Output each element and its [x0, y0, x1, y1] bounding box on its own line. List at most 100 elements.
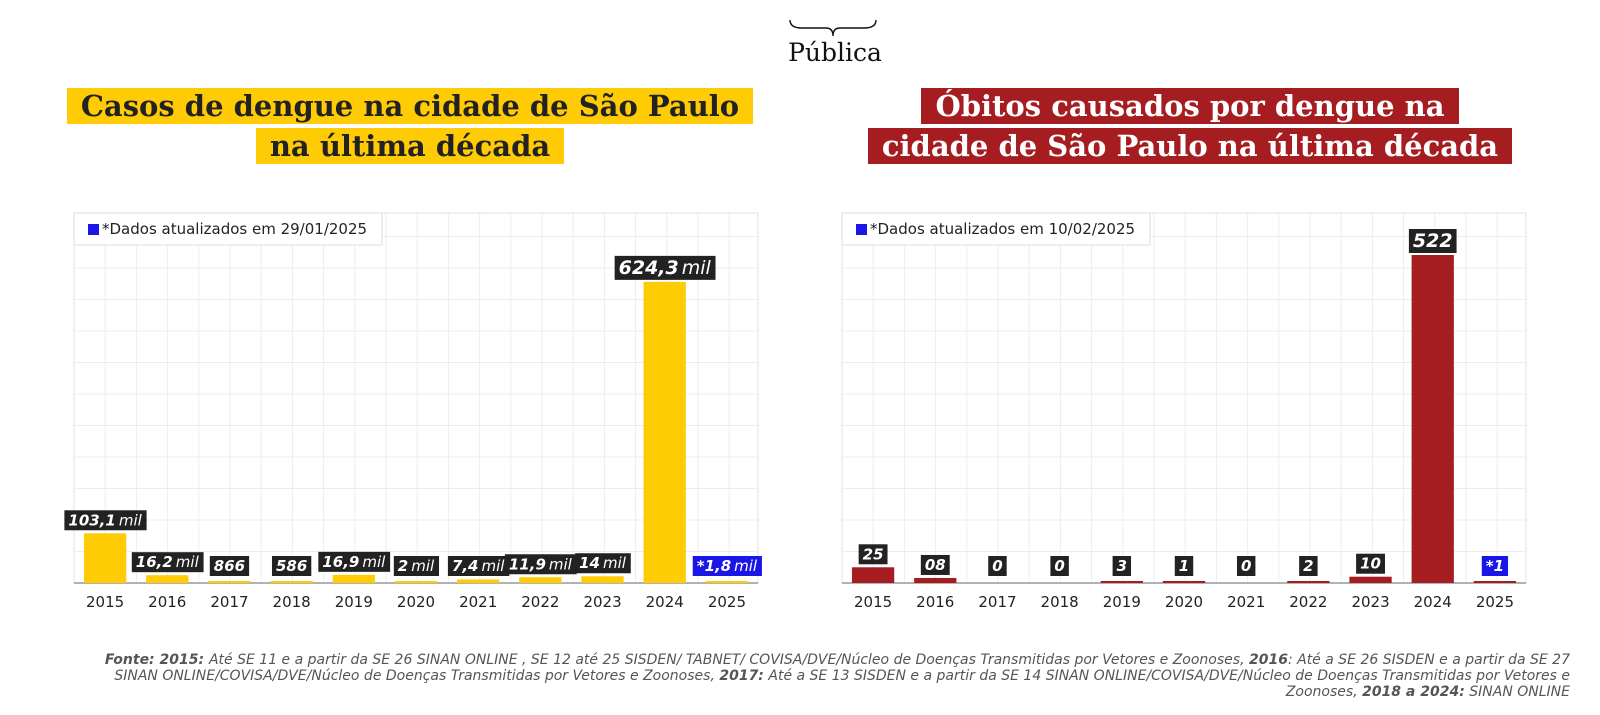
footnote-bold-segment: 2016 — [1248, 652, 1288, 668]
footnote-segment: : Até a SE 26 SISDEN e a partir da SE 27… — [114, 652, 1570, 684]
data-label-value: 25 — [863, 545, 884, 563]
x-tick-label: 2022 — [1289, 593, 1327, 611]
bar — [457, 579, 500, 583]
data-label-text: 2 mil — [398, 557, 435, 575]
cases-bar-chart: *Dados atualizados em 29/01/2025 2015 103,… — [64, 212, 762, 611]
bar — [332, 574, 375, 583]
data-label-bg — [1050, 556, 1069, 576]
chart-title-deaths-line: cidade de São Paulo na última década — [867, 128, 1513, 164]
data-label: 586 — [271, 556, 312, 576]
data-label: 08 — [920, 554, 950, 575]
legend-note: *Dados atualizados em 29/01/2025 — [102, 220, 367, 238]
legend-swatch-icon — [856, 224, 867, 235]
footnote-bold-segment: 2017: — [719, 668, 764, 684]
legend-box — [841, 212, 1151, 246]
data-label-bg — [504, 554, 577, 575]
footnote-bold-segment: 2018 a 2024: — [1362, 684, 1465, 700]
deaths-bar-chart: *Dados atualizados em 10/02/202520152520… — [841, 212, 1527, 611]
data-label-bg — [64, 510, 147, 531]
data-label-unit: mil — [411, 557, 435, 575]
data-label: 16,9 mil — [318, 551, 391, 572]
data-label-value: 10 — [1360, 555, 1381, 573]
x-tick-label: 2024 — [646, 593, 684, 611]
legend: *Dados atualizados em 10/02/2025 — [841, 212, 1151, 246]
data-label-unit: mil — [549, 555, 573, 573]
data-label-bg — [393, 556, 440, 576]
data-label-unit: mil — [176, 553, 200, 571]
x-tick-label: 2018 — [1041, 593, 1079, 611]
data-label-bg — [575, 553, 631, 574]
bar — [1287, 581, 1330, 583]
data-label-value: 11,9 — [509, 555, 546, 573]
data-label: 0 — [988, 556, 1007, 576]
logo-text: Pública — [788, 38, 882, 67]
chart-title-deaths: Óbitos causados por dengue na cidade de … — [830, 86, 1550, 166]
data-label-value: *1 — [1486, 557, 1504, 575]
footnote-segment: SINAN ONLINE — [1464, 684, 1570, 700]
bar — [83, 533, 127, 583]
bar — [394, 581, 438, 583]
data-label-text: 866 — [214, 557, 245, 575]
data-label-bg — [1236, 556, 1256, 576]
bar — [1100, 581, 1143, 583]
legend-box — [73, 212, 383, 246]
data-label-bg — [614, 255, 716, 280]
bar — [270, 581, 313, 583]
data-label-value: 16,2 — [136, 553, 173, 571]
data-label-bg — [692, 556, 762, 576]
data-label-text: *1,8 mil — [697, 557, 758, 575]
data-label: 3 — [1112, 556, 1132, 576]
data-label: *1,8 mil — [692, 556, 762, 576]
data-label: 2 mil — [393, 556, 440, 576]
bar — [851, 567, 895, 583]
x-tick-label: 2023 — [1351, 593, 1389, 611]
bar — [1411, 255, 1454, 583]
data-label-text: 7,4 mil — [452, 557, 505, 575]
data-label-bg — [1174, 556, 1194, 576]
data-label: 522 — [1408, 229, 1457, 253]
data-label-value: 586 — [276, 557, 307, 575]
data-label-bg — [271, 556, 312, 576]
footnote-segment: Até a SE 13 SISDEN e a partir da SE 14 S… — [763, 668, 1570, 700]
logo-brace-icon — [789, 19, 877, 37]
data-label-text: 08 — [925, 556, 946, 574]
data-label-value: 522 — [1413, 230, 1453, 252]
x-tick-label: 2015 — [854, 593, 892, 611]
data-label-value: 7,4 — [452, 557, 479, 575]
bar — [1473, 581, 1517, 583]
data-label-text: *1 — [1486, 557, 1504, 575]
data-label-value: 16,9 — [322, 553, 359, 571]
bar — [581, 576, 624, 583]
data-label-bg — [1481, 556, 1509, 576]
data-label-text: 3 — [1117, 557, 1127, 575]
x-tick-label: 2021 — [1227, 593, 1265, 611]
bar — [519, 577, 562, 583]
data-label-value: 624,3 — [619, 257, 679, 279]
x-tick-label: 2018 — [273, 593, 311, 611]
bar — [1349, 576, 1392, 583]
data-label-text: 103,1 mil — [68, 511, 142, 529]
bar — [705, 581, 749, 583]
legend-swatch-icon — [88, 224, 99, 235]
chart-title-deaths-line: Óbitos causados por dengue na — [921, 88, 1459, 124]
bar — [914, 577, 957, 583]
data-label-bg — [1299, 556, 1318, 576]
data-label-bg — [131, 552, 204, 573]
x-tick-label: 2019 — [1103, 593, 1141, 611]
x-tick-label: 2020 — [397, 593, 435, 611]
x-tick-label: 2021 — [459, 593, 497, 611]
data-label-value: 08 — [925, 556, 946, 574]
data-label-text: 10 — [1360, 555, 1381, 573]
x-tick-label: 2017 — [210, 593, 248, 611]
data-label-bg — [1408, 229, 1457, 253]
data-label: 103,1 mil — [64, 510, 147, 531]
x-tick-label: 2025 — [1476, 593, 1514, 611]
chart-title-cases-line: na última década — [255, 128, 565, 164]
data-label-text: 0 — [1054, 557, 1064, 575]
data-label-unit: mil — [119, 511, 143, 529]
x-tick-label: 2016 — [148, 593, 186, 611]
data-label-text: 2 — [1303, 557, 1313, 575]
source-footnote: Fonte: 2015: Até SE 11 e a partir da SE … — [60, 652, 1570, 700]
data-label-bg — [920, 554, 950, 575]
footnote-bold-segment: Fonte: 2015: — [104, 652, 209, 668]
